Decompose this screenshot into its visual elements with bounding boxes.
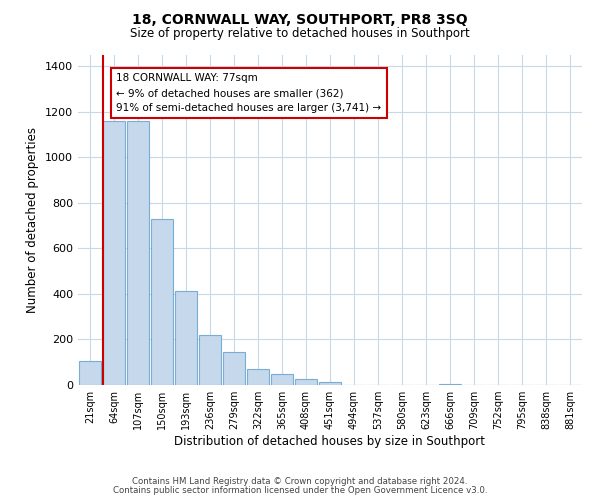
Bar <box>79 360 101 385</box>
Bar <box>319 382 341 385</box>
Bar <box>439 384 461 385</box>
Bar <box>151 219 173 385</box>
Bar <box>175 290 197 385</box>
Text: Contains public sector information licensed under the Open Government Licence v3: Contains public sector information licen… <box>113 486 487 495</box>
Bar <box>247 368 269 385</box>
Bar <box>127 121 149 385</box>
Text: 18 CORNWALL WAY: 77sqm
← 9% of detached houses are smaller (362)
91% of semi-det: 18 CORNWALL WAY: 77sqm ← 9% of detached … <box>116 73 382 113</box>
Bar <box>223 352 245 385</box>
Text: Contains HM Land Registry data © Crown copyright and database right 2024.: Contains HM Land Registry data © Crown c… <box>132 477 468 486</box>
Y-axis label: Number of detached properties: Number of detached properties <box>26 127 40 313</box>
Bar <box>295 378 317 385</box>
Text: Size of property relative to detached houses in Southport: Size of property relative to detached ho… <box>130 28 470 40</box>
Bar <box>199 335 221 385</box>
Bar <box>271 374 293 385</box>
X-axis label: Distribution of detached houses by size in Southport: Distribution of detached houses by size … <box>175 435 485 448</box>
Text: 18, CORNWALL WAY, SOUTHPORT, PR8 3SQ: 18, CORNWALL WAY, SOUTHPORT, PR8 3SQ <box>132 12 468 26</box>
Bar <box>103 121 125 385</box>
